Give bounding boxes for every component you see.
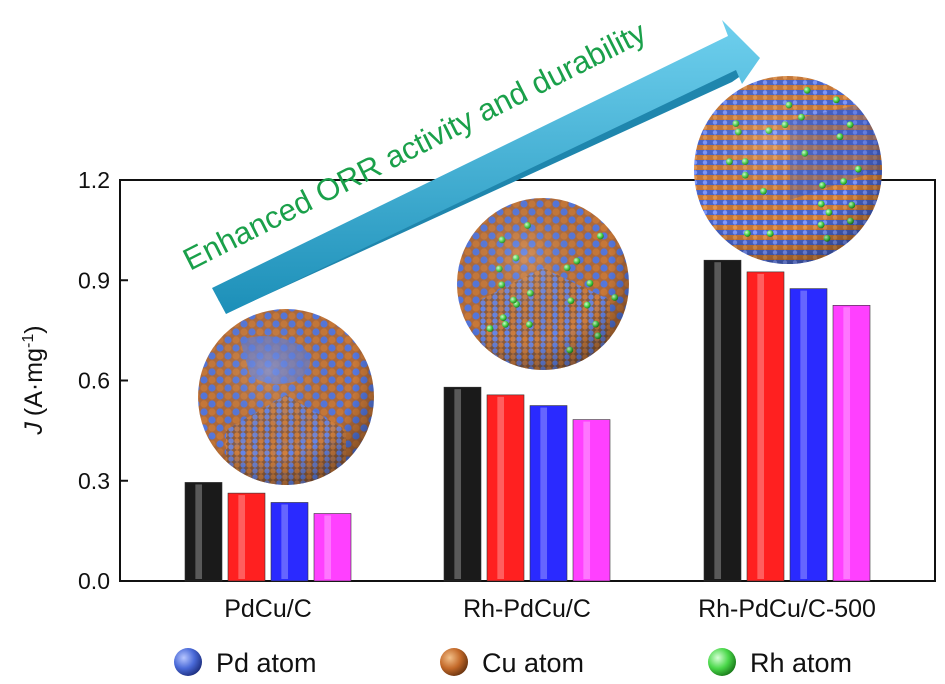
bars-group: [184, 259, 871, 582]
bar-highlight: [583, 421, 591, 579]
legend-item-rh: Rh atom: [708, 648, 852, 678]
bar-highlight: [540, 407, 548, 579]
legend-label-cu: Cu atom: [482, 648, 584, 678]
y-axis-title: J (A·mg-1): [20, 325, 48, 435]
y-axis-title-close: ): [20, 325, 48, 333]
bar-highlight: [757, 273, 765, 579]
legend: Pd atom Cu atom Rh atom: [174, 648, 852, 678]
bar: [529, 405, 568, 582]
y-tick-label: 0.6: [78, 368, 110, 394]
legend-item-pd: Pd atom: [174, 648, 317, 678]
category-label: PdCu/C: [224, 595, 312, 623]
bar-highlight: [714, 262, 722, 579]
bar-highlight: [454, 389, 462, 579]
y-tick-label: 0.9: [78, 267, 110, 293]
bar: [270, 502, 309, 582]
y-axis-title-unit: (A·mg: [20, 348, 48, 416]
bar-highlight: [497, 396, 505, 579]
y-axis: 0.0 0.3 0.6 0.9 1.2: [78, 167, 128, 594]
bar-highlight: [281, 504, 289, 579]
y-tick-label: 0.0: [78, 568, 110, 594]
bar: [789, 288, 828, 582]
legend-label-pd: Pd atom: [216, 648, 317, 678]
rh-pdcu-500-nanoparticle-sphere: [694, 76, 882, 264]
bar: [572, 419, 611, 582]
category-label: Rh-PdCu/C-500: [698, 595, 876, 623]
bar: [184, 482, 223, 582]
y-axis-title-symbol: J: [20, 422, 48, 436]
category-labels: PdCu/C Rh-PdCu/C Rh-PdCu/C-500: [224, 595, 876, 623]
rh-pdcu-nanoparticle-sphere: [457, 198, 629, 370]
bar-highlight: [238, 495, 246, 579]
bar-highlight: [800, 290, 808, 579]
y-tick-label: 1.2: [78, 167, 110, 193]
legend-label-rh: Rh atom: [750, 648, 852, 678]
bar-highlight: [324, 515, 332, 579]
bar-highlight: [195, 484, 203, 579]
bar: [746, 271, 785, 582]
category-label: Rh-PdCu/C: [463, 595, 591, 623]
rh-atom-icon: [708, 648, 736, 676]
pd-atom-icon: [174, 648, 202, 676]
bar: [227, 492, 266, 582]
bar: [313, 513, 352, 582]
cu-atom-icon: [440, 648, 468, 676]
legend-item-cu: Cu atom: [440, 648, 584, 678]
bar: [832, 305, 871, 582]
pdcu-nanoparticle-sphere: [198, 309, 374, 485]
bar-highlight: [843, 307, 851, 579]
bar: [703, 259, 742, 582]
bar: [443, 386, 482, 582]
y-axis-title-exponent: -1: [20, 334, 37, 348]
y-tick-label: 0.3: [78, 468, 110, 494]
bar: [486, 394, 525, 582]
